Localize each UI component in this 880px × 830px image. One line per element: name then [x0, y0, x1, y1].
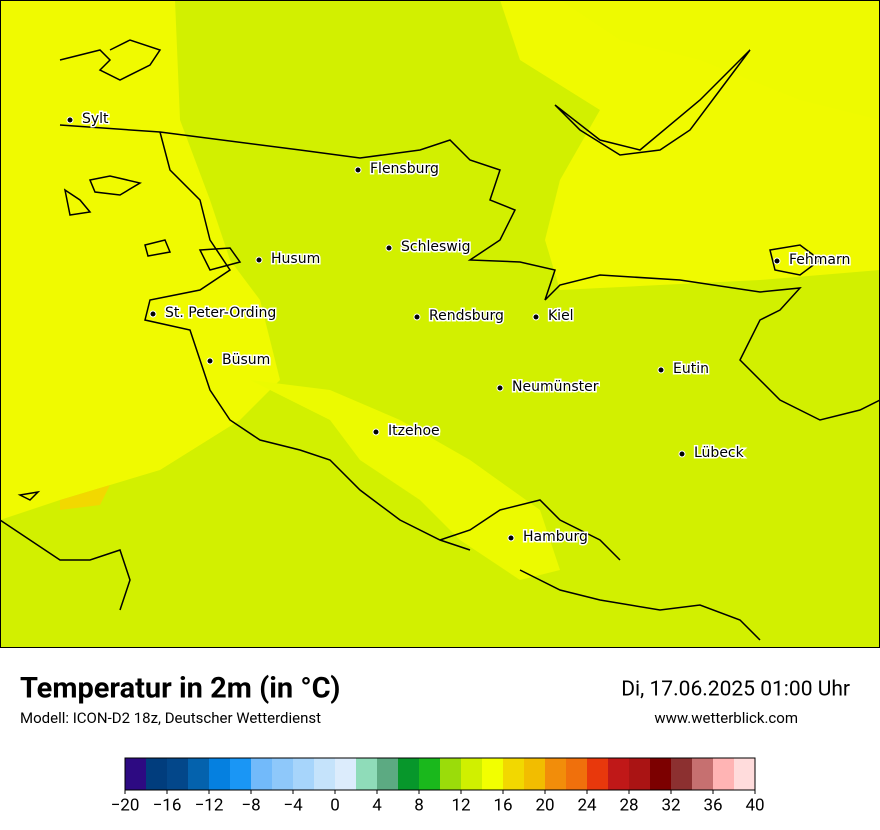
tick-label: −8: [241, 795, 260, 815]
color-swatch: [125, 758, 147, 790]
city-dot: [773, 257, 781, 265]
city-dot: [149, 310, 157, 318]
tick-label: −16: [153, 795, 182, 815]
city-label: Fehmarn: [789, 252, 850, 268]
color-swatch: [230, 758, 252, 790]
city-label: Itzehoe: [388, 423, 440, 439]
color-swatch: [692, 758, 714, 790]
tick-label: 24: [577, 795, 597, 815]
tick-label: 32: [661, 795, 680, 815]
website: www.wetterblick.com: [654, 709, 798, 727]
tick-label: 20: [535, 795, 554, 815]
cities: Sylt Flensburg Schleswig Husum Fehmarn St. Pe…: [66, 110, 852, 547]
color-swatch: [650, 758, 672, 790]
city-dot: [496, 384, 504, 392]
tick-label: 0: [330, 795, 340, 815]
city-label: Sylt: [82, 111, 109, 127]
coastline: [59, 39, 162, 81]
city-label: Schleswig: [401, 239, 470, 255]
city-dot: [354, 166, 362, 174]
tick-label: 16: [493, 795, 512, 815]
color-swatch: [629, 758, 651, 790]
color-swatch: [272, 758, 294, 790]
city-label: Flensburg: [370, 161, 439, 177]
city-dot: [372, 428, 380, 436]
city-label: Kiel: [548, 308, 574, 324]
city-dot: [657, 366, 665, 374]
city-label: Büsum: [222, 352, 270, 368]
land-warm: [0, 0, 880, 648]
color-swatch: [146, 758, 168, 790]
north-warm: [560, 0, 880, 120]
color-swatch: [461, 758, 483, 790]
tick-label: −4: [283, 795, 303, 815]
title: Temperatur in 2m (in °C): [20, 672, 340, 706]
city-label: Lübeck: [694, 445, 745, 461]
color-swatch: [377, 758, 399, 790]
color-swatch: [545, 758, 567, 790]
color-swatch: [587, 758, 609, 790]
city-dot: [255, 256, 263, 264]
color-swatch: [734, 758, 756, 790]
colorbar: −20 −16 −12 −8 −4 0 4 8 12 16 20 24 28 32 36 40: [111, 757, 765, 815]
datetime: Di, 17.06.2025 01:00 Uhr: [621, 678, 850, 702]
hot-spot: [60, 485, 110, 510]
tick-label: −12: [195, 795, 224, 815]
city-dot: [66, 116, 74, 124]
tick-label: 36: [703, 795, 722, 815]
city-dot: [206, 357, 214, 365]
color-swatch: [293, 758, 315, 790]
coastline: [0, 131, 761, 641]
color-swatch: [356, 758, 378, 790]
city-label: Husum: [271, 251, 320, 267]
city-dot: [532, 313, 540, 321]
island: [17, 49, 822, 501]
city-label: Rendsburg: [429, 308, 504, 324]
tick-label: 12: [451, 795, 470, 815]
tick-label: 8: [414, 795, 424, 815]
color-swatch: [440, 758, 462, 790]
city-label: St. Peter-Ording: [165, 305, 276, 321]
color-swatch: [503, 758, 525, 790]
color-swatch: [713, 758, 735, 790]
color-swatch: [524, 758, 546, 790]
color-swatch: [335, 758, 357, 790]
colorbar-frame: [124, 757, 756, 791]
elbe-warm: [250, 380, 560, 580]
city-dot: [507, 534, 515, 542]
color-swatch: [671, 758, 693, 790]
color-swatch: [167, 758, 189, 790]
city-label: Hamburg: [523, 529, 588, 545]
color-swatch: [419, 758, 441, 790]
city-dot: [678, 450, 686, 458]
color-swatch: [608, 758, 630, 790]
color-swatch: [314, 758, 336, 790]
color-swatch: [566, 758, 588, 790]
tick-label: 40: [745, 795, 764, 815]
model: Modell: ICON-D2 18z, Deutscher Wetterdie…: [20, 709, 321, 727]
tick-label: −20: [111, 795, 140, 815]
tick-label: 4: [372, 795, 382, 815]
city-label: Neumünster: [512, 379, 599, 395]
color-swatch: [398, 758, 420, 790]
color-swatch: [482, 758, 504, 790]
map: Sylt Flensburg Schleswig Husum Fehmarn St. Pe…: [0, 0, 880, 648]
city-dot: [385, 244, 393, 252]
coastline: [59, 124, 880, 421]
color-swatch: [188, 758, 210, 790]
tick-label: 28: [619, 795, 638, 815]
color-swatch: [209, 758, 231, 790]
city-dot: [413, 313, 421, 321]
color-swatch: [251, 758, 273, 790]
city-label: Eutin: [673, 361, 709, 377]
